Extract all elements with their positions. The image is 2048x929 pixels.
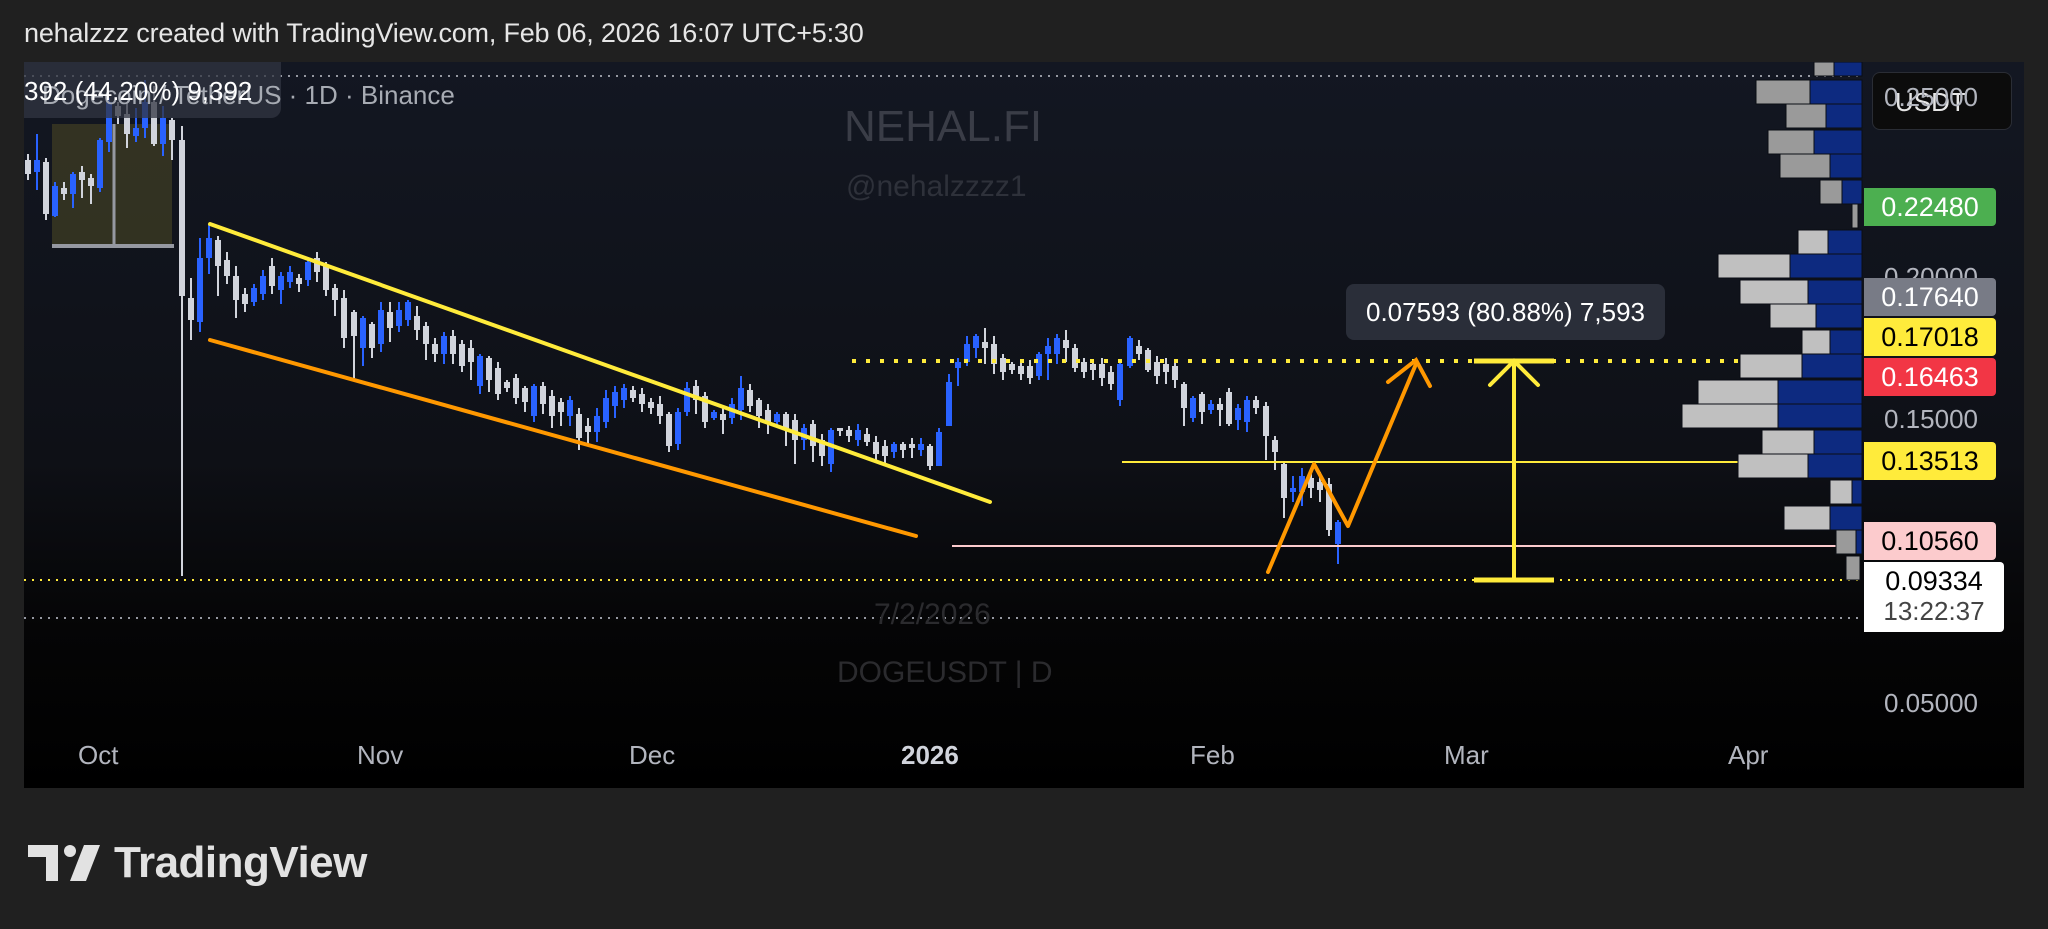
- price-label-target: 0.17018: [1864, 318, 1996, 356]
- chart-caption: nehalzzz created with TradingView.com, F…: [24, 18, 864, 48]
- time-label: Apr: [1728, 740, 1769, 770]
- support-trendline: [208, 338, 918, 538]
- watermark-symbol: DOGEUSDT | D: [837, 656, 1053, 689]
- time-label: Mar: [1444, 740, 1489, 770]
- price-tick: 0.15000: [1884, 404, 1978, 434]
- tradingview-logo[interactable]: TradingView: [28, 838, 367, 888]
- current-price-value: 0.09334: [1885, 566, 1983, 596]
- time-label: Nov: [357, 740, 404, 770]
- price-tick: 0.05000: [1884, 688, 1978, 718]
- price-label-resistance: 0.13513: [1864, 442, 1996, 480]
- candles-jan-feb: [946, 328, 1341, 564]
- time-label: Oct: [78, 740, 119, 770]
- price-label-gray: 0.17640: [1864, 278, 1996, 316]
- current-price-label: 0.09334 13:22:37: [1864, 562, 2004, 632]
- candles-nov-dec: [332, 284, 942, 472]
- watermark-title: NEHAL.FI: [844, 102, 1043, 151]
- price-label-red: 0.16463: [1864, 358, 1996, 396]
- resistance-trendline: [208, 222, 992, 504]
- measure-overlay-box: [24, 62, 281, 118]
- price-label-green: 0.22480: [1864, 188, 1996, 226]
- currency-unit-button[interactable]: USDT: [1872, 72, 2012, 130]
- time-label: Dec: [629, 740, 676, 770]
- time-label: Feb: [1190, 740, 1235, 770]
- candle-countdown: 13:22:37: [1883, 596, 1985, 626]
- time-label-year: 2026: [901, 740, 959, 770]
- price-range-tooltip: 0.07593 (80.88%) 7,593: [1346, 284, 1665, 340]
- projection-path: [1266, 362, 1418, 574]
- watermark-date: 7/2/2026: [874, 598, 991, 631]
- price-label-support: 0.10560: [1864, 522, 1996, 560]
- symbol-legend[interactable]: Dogecoin / TetherUS · 1D · Binance: [42, 80, 455, 110]
- watermark-handle: @nehalzzzz1: [846, 170, 1027, 203]
- price-tick: 0.25000: [1884, 82, 1978, 112]
- measure-overlay-text: 392 (44.20%) 9,392: [24, 76, 253, 106]
- volume-profile: [1681, 62, 1863, 581]
- tradingview-wordmark: TradingView: [114, 838, 367, 887]
- time-axis[interactable]: Oct Nov Dec 2026 Feb Mar Apr: [24, 740, 2024, 788]
- chart-pane[interactable]: Dogecoin / TetherUS · 1D · Binance 392 (…: [24, 62, 2024, 788]
- tradingview-logo-icon: [28, 845, 100, 881]
